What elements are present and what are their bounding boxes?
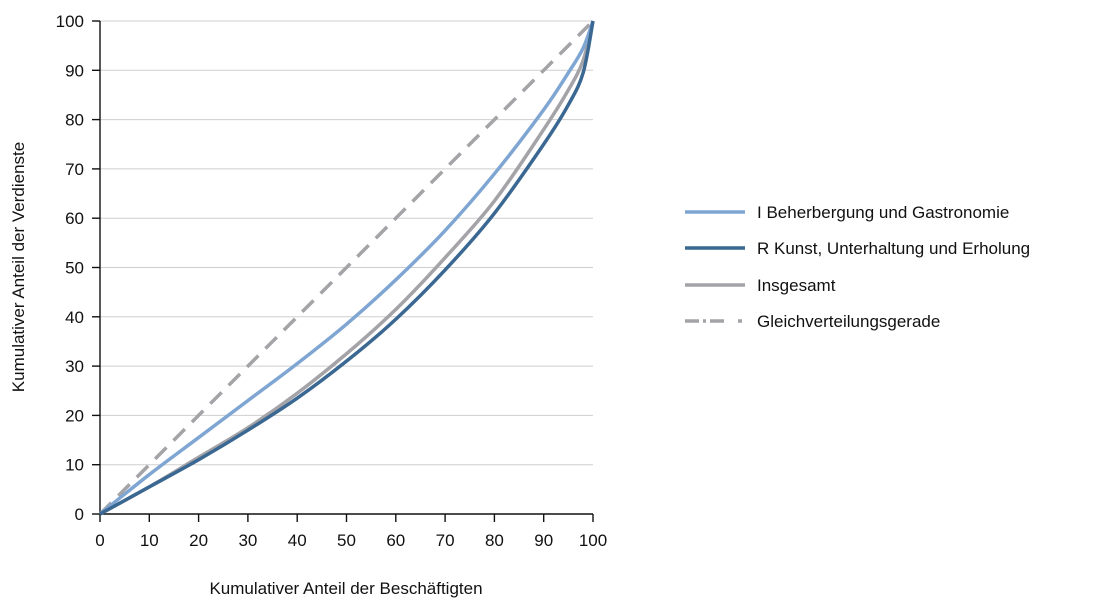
x-tick-label-80: 80 [485, 531, 504, 550]
y-axis-ticks: 0 10 20 30 40 50 60 70 80 90 100 [56, 12, 100, 524]
y-tick-label-90: 90 [65, 61, 84, 80]
x-tick-label-70: 70 [436, 531, 455, 550]
y-tick-label-0: 0 [75, 505, 84, 524]
series-line-i-beherbergung-und-gastronomie [98, 20, 595, 516]
legend-label-insgesamt: Insgesamt [757, 276, 836, 295]
y-axis-title: Kumulativer Anteil der Verdienste [9, 142, 28, 392]
y-tick-label-50: 50 [65, 259, 84, 278]
x-tick-label-10: 10 [140, 531, 159, 550]
y-tick-label-40: 40 [65, 308, 84, 327]
x-tick-label-60: 60 [386, 531, 405, 550]
legend-label-gleichverteilung: Gleichverteilungsgerade [757, 312, 940, 331]
x-tick-label-50: 50 [337, 531, 356, 550]
x-tick-label-90: 90 [534, 531, 553, 550]
legend-item-beherbergung: I Beherbergung und Gastronomie [685, 203, 1009, 222]
x-tick-label-30: 30 [238, 531, 257, 550]
series-line-gleichverteilungsgerade [98, 19, 595, 516]
series-lines [98, 19, 595, 516]
legend-item-kunst: R Kunst, Unterhaltung und Erholung [685, 239, 1030, 258]
y-tick-label-10: 10 [65, 456, 84, 475]
legend-item-insgesamt: Insgesamt [685, 276, 836, 295]
x-axis-ticks: 0 10 20 30 40 50 60 70 80 90 100 [95, 514, 607, 550]
series-line-insgesamt [99, 20, 595, 516]
x-tick-label-0: 0 [95, 531, 104, 550]
x-tick-label-40: 40 [288, 531, 307, 550]
y-tick-label-30: 30 [65, 357, 84, 376]
y-tick-label-80: 80 [65, 111, 84, 130]
series-line-r-kunst-unterhaltung-und-erholung [99, 20, 595, 516]
y-tick-label-60: 60 [65, 209, 84, 228]
legend: I Beherbergung und Gastronomie R Kunst, … [685, 203, 1030, 331]
x-tick-label-100: 100 [579, 531, 607, 550]
legend-label-beherbergung: I Beherbergung und Gastronomie [757, 203, 1009, 222]
x-axis-title: Kumulativer Anteil der Beschäftigten [209, 579, 482, 598]
gridlines [100, 20, 593, 466]
y-tick-label-70: 70 [65, 160, 84, 179]
x-tick-label-20: 20 [189, 531, 208, 550]
y-tick-label-100: 100 [56, 12, 84, 31]
legend-item-gleichverteilung: Gleichverteilungsgerade [685, 312, 940, 331]
y-tick-label-20: 20 [65, 406, 84, 425]
legend-label-kunst: R Kunst, Unterhaltung und Erholung [757, 239, 1030, 258]
